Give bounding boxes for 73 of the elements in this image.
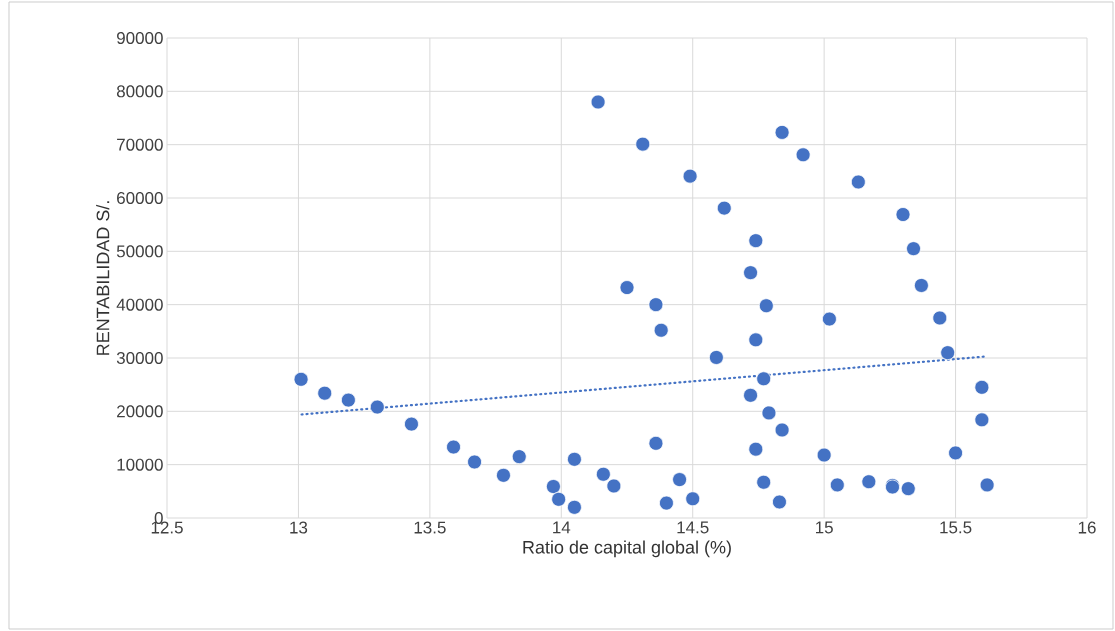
point — [772, 494, 787, 510]
point — [648, 297, 664, 313]
x-tick-label: 15.5 — [940, 521, 972, 534]
point — [748, 332, 764, 348]
point — [467, 454, 482, 470]
point — [369, 399, 385, 415]
point — [511, 449, 527, 465]
x-tick-label: 15 — [816, 521, 833, 534]
x-tick-label: 14.5 — [677, 521, 709, 534]
point — [404, 416, 419, 432]
point — [743, 265, 758, 281]
point — [685, 491, 701, 507]
point — [293, 371, 309, 387]
point — [974, 379, 990, 395]
x-tick-label: 13 — [290, 521, 308, 534]
point — [619, 280, 635, 295]
point — [756, 474, 772, 490]
y-tick-label: 10000 — [117, 458, 163, 471]
point — [446, 439, 461, 455]
point — [748, 233, 764, 249]
point — [551, 491, 567, 507]
point — [653, 322, 669, 338]
y-tick-label: 70000 — [117, 138, 163, 151]
y-tick-label: 90000 — [117, 31, 163, 45]
point — [743, 387, 758, 403]
point — [822, 311, 837, 327]
point — [606, 478, 622, 494]
point — [546, 479, 561, 494]
point — [895, 207, 911, 222]
point — [816, 447, 832, 463]
point — [774, 125, 790, 140]
point — [317, 385, 333, 401]
point — [906, 241, 921, 257]
point — [672, 472, 687, 487]
x-axis-title: Ratio de capital global (%) — [523, 540, 731, 558]
x-tick-label: 16 — [1078, 521, 1096, 534]
point — [940, 345, 956, 361]
point — [716, 200, 732, 216]
point — [496, 467, 511, 483]
point — [900, 481, 916, 497]
point — [340, 392, 356, 408]
point — [914, 278, 929, 293]
y-axis-title: RENTABILIDAD S/. — [96, 201, 110, 355]
point — [974, 412, 990, 428]
point — [948, 445, 963, 461]
point — [861, 474, 877, 490]
point — [756, 371, 772, 387]
point — [774, 422, 790, 438]
point — [758, 298, 774, 314]
point — [567, 451, 582, 467]
point — [932, 310, 948, 326]
point — [850, 174, 866, 190]
point — [748, 441, 764, 457]
point — [979, 477, 995, 493]
point — [590, 94, 606, 110]
point — [682, 168, 698, 184]
x-tick-label: 14 — [553, 521, 571, 534]
point — [659, 495, 674, 511]
point — [595, 466, 611, 482]
x-tick-label: 13.5 — [414, 521, 446, 534]
y-tick-label: 50000 — [116, 245, 163, 258]
point — [635, 136, 651, 152]
y-tick-label: 20000 — [117, 405, 163, 418]
point — [708, 350, 724, 365]
point — [829, 477, 845, 493]
y-tick-label: 80000 — [116, 85, 163, 98]
point — [648, 435, 664, 451]
point — [761, 405, 777, 421]
y-tick-label: 60000 — [117, 191, 163, 205]
y-tick-label: 30000 — [116, 351, 163, 365]
point — [567, 499, 582, 515]
y-tick-label: 40000 — [116, 298, 163, 311]
point — [795, 147, 811, 163]
